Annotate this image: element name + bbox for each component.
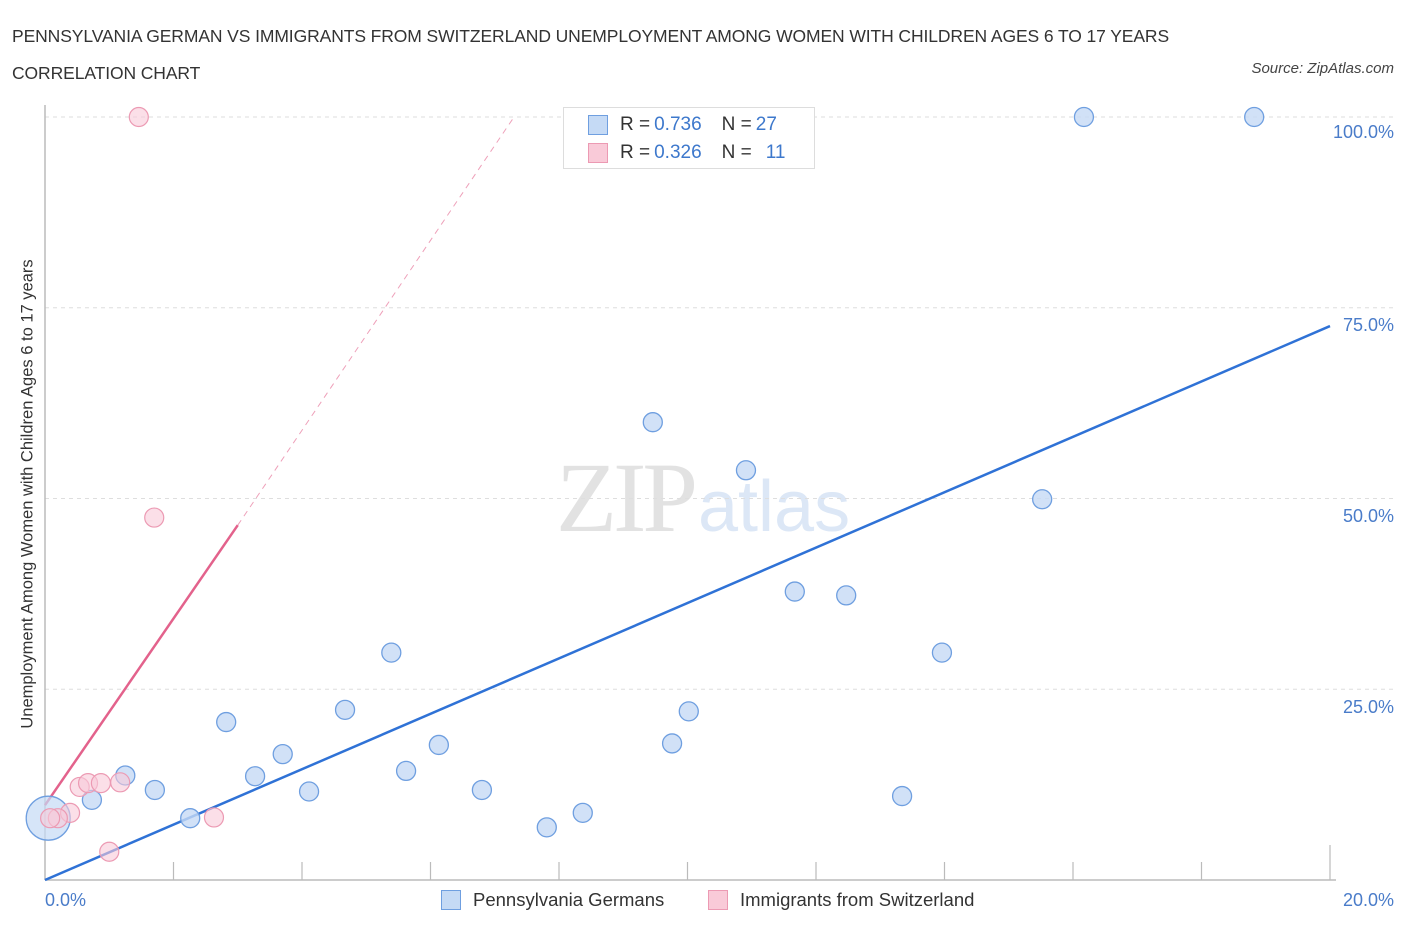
- point-pennsylvania: [1073, 106, 1095, 128]
- legend-row-pennsylvania: R = 0.736 N = 27: [588, 113, 777, 137]
- point-pennsylvania: [471, 779, 493, 801]
- r-label: R =: [620, 114, 651, 135]
- legend-item-pennsylvania-germans[interactable]: Pennsylvania Germans: [441, 889, 664, 911]
- pink-swatch-icon: [708, 890, 728, 910]
- y-tick-75: 75.0%: [1342, 315, 1394, 335]
- watermark-atlas: atlas: [698, 467, 851, 547]
- n-value: 27: [755, 114, 777, 135]
- point-pennsylvania: [931, 642, 953, 663]
- r-label: R =: [620, 142, 651, 163]
- point-pennsylvania: [298, 781, 320, 802]
- watermark-zip: ZIP: [556, 442, 698, 553]
- n-label: N =: [721, 114, 752, 135]
- point-pennsylvania: [678, 701, 699, 722]
- scatter-points: [25, 106, 1265, 862]
- point-pennsylvania: [180, 808, 201, 829]
- trend-line-pennsylvania: [44, 324, 1331, 882]
- blue-swatch-icon: [441, 890, 461, 910]
- point-pennsylvania: [642, 412, 663, 433]
- y-tick-100: 100.0%: [1332, 122, 1394, 142]
- legend-label: Immigrants from Switzerland: [740, 889, 975, 910]
- y-tick-50: 50.0%: [1342, 506, 1394, 526]
- r-value: 0.736: [654, 114, 702, 135]
- legend-label: Pennsylvania Germans: [473, 889, 665, 910]
- r-value: 0.326: [654, 142, 702, 163]
- point-pennsylvania: [572, 802, 593, 824]
- trend-lines: [43, 116, 1331, 882]
- point-switzerland: [40, 808, 61, 829]
- watermark: ZIPatlas: [556, 440, 850, 555]
- point-switzerland: [99, 841, 120, 862]
- legend-item-immigrants-switzerland[interactable]: Immigrants from Switzerland: [708, 889, 974, 911]
- point-pennsylvania: [536, 817, 557, 838]
- point-pennsylvania: [735, 460, 757, 481]
- point-pennsylvania: [836, 585, 857, 606]
- point-switzerland: [110, 772, 131, 793]
- point-pennsylvania: [784, 581, 805, 602]
- x-tick-0: 0.0%: [45, 890, 87, 910]
- point-pennsylvania: [381, 642, 402, 663]
- correlation-legend: R = 0.736 N = 27 R = 0.326 N = 11: [563, 107, 815, 169]
- chart-title: PENNSYLVANIA GERMAN VS IMMIGRANTS FROM S…: [12, 26, 1170, 83]
- trend-line-extension: [237, 116, 515, 526]
- source-credit: Source: ZipAtlas.com: [1251, 60, 1394, 77]
- point-pennsylvania: [428, 734, 450, 756]
- point-switzerland: [144, 507, 165, 528]
- y-axis-label: Unemployment Among Women with Children A…: [18, 259, 37, 729]
- y-tick-25: 25.0%: [1342, 697, 1394, 717]
- point-switzerland: [128, 106, 149, 128]
- point-pennsylvania: [244, 766, 266, 787]
- gridlines: [45, 116, 1395, 690]
- trend-line-switzerland: [43, 524, 239, 806]
- point-pennsylvania: [1032, 489, 1053, 510]
- point-pennsylvania: [661, 733, 683, 754]
- point-switzerland: [90, 772, 111, 794]
- n-label: N =: [721, 142, 752, 163]
- point-pennsylvania: [395, 760, 417, 782]
- axes: [44, 105, 1336, 881]
- x-tick-20: 20.0%: [1342, 890, 1394, 910]
- legend-row-switzerland: R = 0.326 N = 11: [588, 141, 786, 165]
- point-pennsylvania: [891, 785, 913, 807]
- n-value: 11: [765, 142, 786, 163]
- pink-swatch-icon: [588, 143, 608, 163]
- point-pennsylvania: [334, 699, 356, 721]
- point-pennsylvania: [272, 743, 293, 765]
- point-switzerland: [203, 807, 225, 828]
- blue-swatch-icon: [588, 115, 608, 135]
- point-pennsylvania: [1244, 106, 1265, 128]
- point-pennsylvania: [144, 779, 166, 801]
- point-pennsylvania: [216, 711, 237, 733]
